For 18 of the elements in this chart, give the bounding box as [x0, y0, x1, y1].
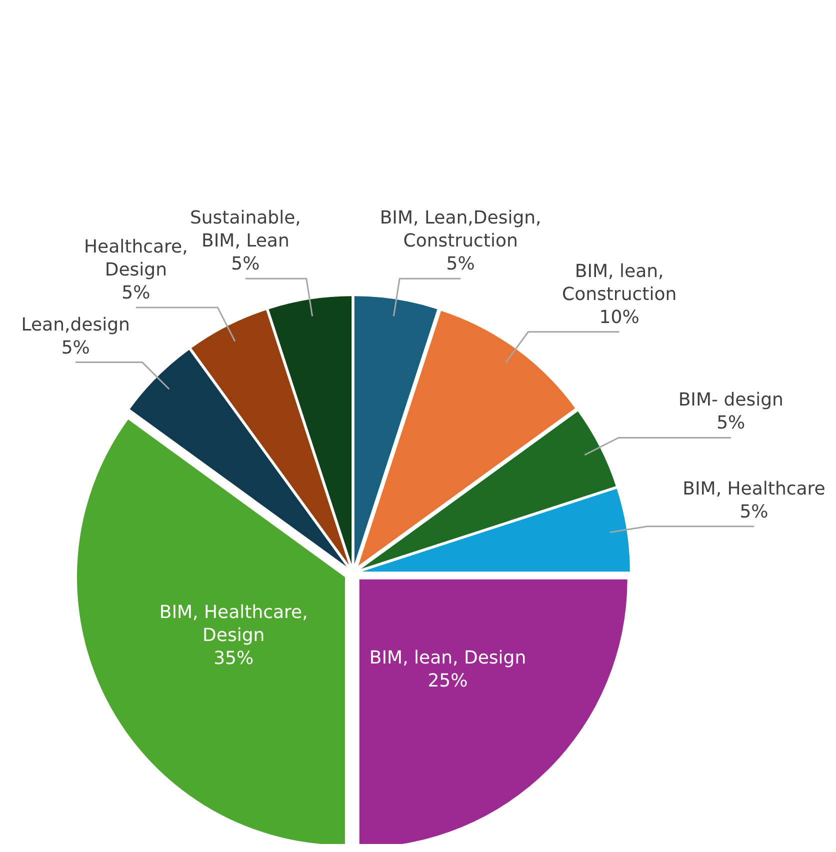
data-label: 5% [716, 412, 746, 434]
data-label: 5% [231, 254, 260, 275]
data-label: 5% [446, 254, 475, 275]
slice-label: BIM, lean, Design [369, 647, 526, 668]
slice-label: BIM, Healthcare, Design [159, 602, 308, 646]
slice-label: BIM, Lean,Design, Construction [380, 208, 542, 252]
data-label: 5% [740, 501, 768, 522]
data-label: 10% [599, 306, 640, 328]
slice-label: Sustainable, BIM, Lean [190, 208, 301, 252]
data-label: 35% [214, 648, 254, 669]
data-label: 25% [428, 670, 468, 692]
slice-label: BIM- design [678, 390, 784, 411]
data-label: 5% [61, 337, 90, 358]
slice-label: Healthcare, Design [84, 236, 188, 280]
slice-label: BIM, lean, Construction [562, 260, 677, 305]
data-label: 5% [122, 282, 150, 304]
slice-label: Lean,design [21, 314, 130, 336]
slice-label: BIM, Healthcare [682, 478, 826, 500]
